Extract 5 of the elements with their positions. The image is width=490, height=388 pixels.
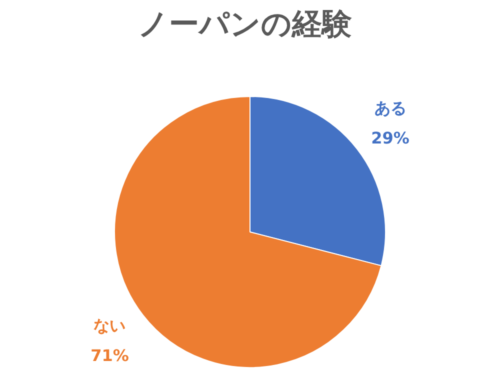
chart-title: ノーパンの経験 — [137, 6, 353, 44]
data-label: 29% — [371, 128, 410, 148]
slice-label: ある — [374, 98, 406, 118]
data-label: 71% — [90, 346, 129, 365]
slice-label: ない — [94, 316, 126, 335]
